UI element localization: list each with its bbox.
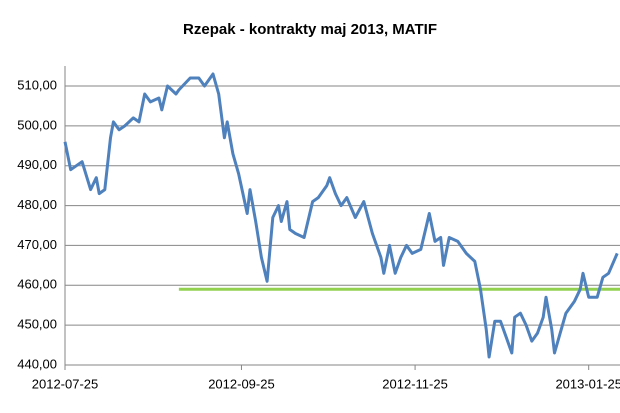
y-tick-label: 500,00 (17, 117, 57, 132)
y-tick-label: 490,00 (17, 157, 57, 172)
x-tick-label: 2013-01-25 (555, 376, 620, 391)
data-line (63, 72, 619, 359)
y-tick-label: 450,00 (17, 317, 57, 332)
y-tick-label: 470,00 (17, 237, 57, 252)
y-tick-label: 440,00 (17, 356, 57, 371)
x-tick-label: 2012-11-25 (382, 376, 448, 391)
chart-title: Rzepak - kontrakty maj 2013, MATIF (183, 21, 437, 38)
x-tick-label: 2012-07-25 (32, 376, 99, 391)
y-tick-label: 510,00 (17, 77, 57, 92)
y-tick-label: 480,00 (17, 197, 57, 212)
y-tick-label: 460,00 (17, 277, 57, 292)
x-tick-label: 2012-09-25 (208, 376, 275, 391)
